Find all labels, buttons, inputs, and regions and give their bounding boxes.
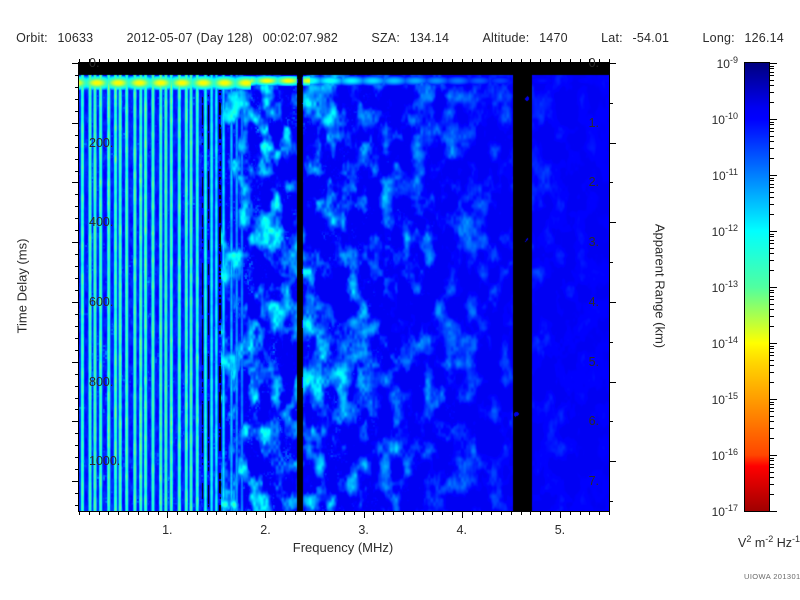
right-tick-label: 400. [89,215,114,230]
observation-time: 00:02:07.982 [262,31,339,45]
bottom-tick-label: 3. [358,523,369,537]
bottom-tick-label: 2. [260,523,271,537]
longitude-label: Long: [702,31,735,45]
right-tick-label: 1000. [89,454,121,469]
left-tick-label: 2. [588,175,599,190]
orbit-value: 10633 [57,31,94,45]
sza-value: 134.14 [409,31,450,45]
spectrogram-image [79,63,609,511]
orbit-label: Orbit: [16,31,48,45]
colorbar-tick-label: 10-12 [711,223,738,239]
left-tick-label: 4. [588,294,599,309]
right-tick-label: 200. [89,135,114,150]
colorbar-tick-label: 10-10 [711,111,738,127]
bottom-tick-label: 5. [554,523,566,537]
bottom-tick-label: 1. [162,523,173,537]
header-info-bar: Orbit: 10633 2012-05-07 (Day 128) 00:02:… [0,31,800,45]
colorbar-tick-label: 10-14 [711,335,738,351]
left-tick-label: 3. [588,235,599,250]
latitude-value: -54.01 [632,31,670,45]
left-tick-label: 7. [588,474,599,489]
right-tick-label: 800. [89,374,114,389]
left-tick-label: 6. [588,414,599,429]
left-tick-label: 5. [588,354,599,369]
right-tick-label: 600. [89,294,114,309]
colorbar-tick-label: 10-15 [711,391,738,407]
colorbar-tick-label: 10-11 [712,167,738,183]
left-axis-title: Time Delay (ms) [14,238,30,334]
bottom-axis-title: Frequency (MHz) [292,540,394,555]
colorbar-gradient [745,63,769,511]
right-tick-label: 0. [89,56,100,70]
colorbar-tick-label: 10-17 [711,503,738,519]
colorbar-tick-label: 10-13 [711,279,738,295]
altitude-value: 1470 [539,31,568,45]
colorbar: 10-9 10-10 10-11 10-12 10-13 10-14 10-15 10-16 1… [712,55,777,519]
colorbar-tick-label: 10-16 [711,447,738,463]
left-tick-label: 1. [588,115,599,130]
credit-text: UIOWA 20130124 [744,572,800,581]
right-axis-title: Apparent Range (km) [652,223,668,349]
colorbar-units-label: V2 m-2 Hz-1 [738,534,800,551]
bottom-tick-label: 4. [456,523,467,537]
left-tick-label: 0. [588,56,599,70]
ionogram-plot-area: 0. 1. 2. 3. 4. 5. 6. 7. 0. 200. 400. 600. 800. 1000.… [72,56,616,537]
observation-date: 2012-05-07 (Day 128) [126,31,253,45]
longitude-value: 126.14 [744,31,784,45]
colorbar-tick-label: 10-9 [716,55,738,71]
latitude-label: Lat: [601,31,623,45]
sza-label: SZA: [371,31,400,45]
altitude-label: Altitude: [482,31,530,45]
